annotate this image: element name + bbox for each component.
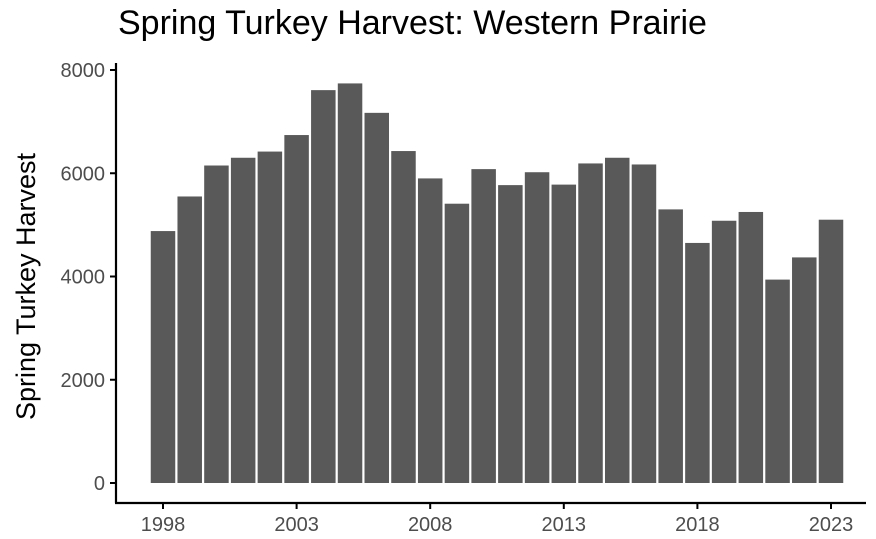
bar-1998 <box>150 231 176 483</box>
x-tick-label: 1998 <box>141 514 186 536</box>
bar-2020 <box>738 211 764 483</box>
x-tick-label: 2013 <box>542 514 587 536</box>
bar-1999 <box>177 196 202 484</box>
bar-2017 <box>658 209 683 483</box>
bar-2000 <box>204 165 229 483</box>
chart-title: Spring Turkey Harvest: Western Prairie <box>118 4 707 42</box>
bar-2013 <box>551 184 577 484</box>
bar-2004 <box>311 90 336 483</box>
bar-2001 <box>230 157 256 483</box>
x-tick-label: 2023 <box>809 514 854 536</box>
x-tick-label: 2003 <box>274 514 319 536</box>
bar-2009 <box>444 203 470 483</box>
bar-2002 <box>257 151 283 483</box>
bar-2016 <box>631 164 657 483</box>
y-tick-label: 2000 <box>61 370 106 392</box>
bar-2018 <box>685 242 710 483</box>
x-tick-label: 2018 <box>675 514 720 536</box>
bar-2011 <box>498 185 523 483</box>
x-axis: 1998 2003 2008 2013 2018 2023 <box>115 501 866 536</box>
y-tick-label: 8000 <box>61 60 106 82</box>
bar-2005 <box>337 83 363 484</box>
bar-2015 <box>604 157 630 483</box>
bar-2007 <box>391 151 416 484</box>
bar-2023 <box>818 219 844 483</box>
bar-2014 <box>578 163 603 483</box>
y-tick-label: 6000 <box>61 163 106 185</box>
y-tick-label: 4000 <box>61 267 106 289</box>
bar-2019 <box>711 220 737 483</box>
y-tick-label: 0 <box>94 473 105 495</box>
bar-2021 <box>765 279 790 483</box>
y-axis-title: Spring Turkey Harvest <box>11 152 41 420</box>
bar-2010 <box>471 169 496 483</box>
bar-2022 <box>792 257 817 483</box>
x-tick-label: 2008 <box>408 514 453 536</box>
y-axis: 0 2000 4000 6000 8000 <box>61 60 118 503</box>
bars-group <box>150 83 844 484</box>
bar-2012 <box>524 172 550 483</box>
bar-2006 <box>364 112 390 483</box>
bar-2008 <box>417 178 443 483</box>
bar-2003 <box>284 135 309 484</box>
